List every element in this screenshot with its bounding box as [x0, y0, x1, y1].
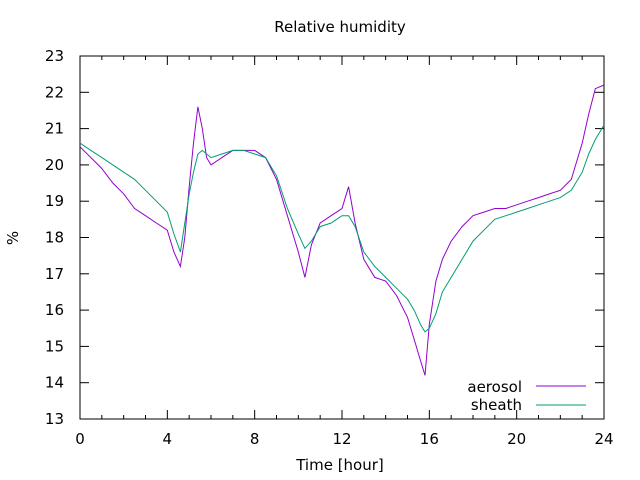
y-tick-label: 22	[45, 83, 64, 101]
plot-frame	[79, 55, 605, 420]
y-tick-label: 16	[45, 301, 64, 319]
series-line-aerosol	[79, 84, 605, 376]
y-tick-label: 21	[45, 120, 64, 138]
y-tick-labels: 13 14 15 16 17 18 19 20 21 22 23	[45, 47, 64, 428]
y-tick-label: 17	[45, 265, 64, 283]
x-tick-label: 24	[594, 430, 613, 448]
x-axis-label: Time [hour]	[295, 456, 384, 474]
x-tick-label: 8	[250, 430, 260, 448]
axis-ticks	[79, 55, 605, 420]
series-lines	[79, 84, 605, 376]
y-tick-label: 18	[45, 229, 64, 247]
plot-area: 0 4 8 12 16 20 24 13 14 15 16 17 18 19 20 21 22 23	[45, 47, 614, 448]
y-tick-label: 23	[45, 47, 64, 65]
series-line-sheath	[79, 124, 605, 333]
x-tick-label: 4	[163, 430, 173, 448]
y-tick-label: 15	[45, 337, 64, 355]
legend-label-aerosol: aerosol	[467, 378, 522, 396]
x-tick-labels: 0 4 8 12 16 20 24	[75, 430, 613, 448]
y-tick-label: 14	[45, 374, 64, 392]
x-tick-label: 0	[75, 430, 85, 448]
x-tick-label: 16	[420, 430, 439, 448]
y-tick-label: 20	[45, 156, 64, 174]
x-tick-label: 12	[332, 430, 351, 448]
y-axis-label: %	[4, 231, 22, 245]
y-tick-label: 19	[45, 192, 64, 210]
legend: aerosol sheath	[467, 378, 586, 414]
y-tick-label: 13	[45, 410, 64, 428]
legend-label-sheath: sheath	[471, 396, 522, 414]
chart-title: Relative humidity	[274, 18, 406, 36]
x-tick-label: 20	[507, 430, 526, 448]
